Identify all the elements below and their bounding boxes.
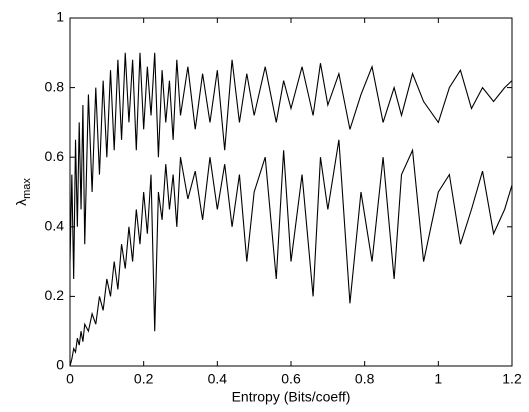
data-line (69, 139, 513, 367)
y-tick-label: 0.4 (45, 218, 65, 234)
y-axis-subscript: max (21, 178, 33, 199)
y-tick-label: 0.8 (45, 78, 65, 94)
x-tick-label: 0.2 (134, 371, 154, 387)
x-tick-label: 1.2 (502, 371, 522, 387)
y-tick-label: 0 (56, 357, 64, 373)
data-line (69, 52, 513, 280)
x-tick-label: 0.6 (281, 371, 301, 387)
y-axis-label: λmax (13, 178, 33, 206)
y-tick-label: 1 (56, 9, 64, 25)
y-tick-label: 0.6 (45, 148, 65, 164)
x-axis-label: Entropy (Bits/coeff) (232, 389, 351, 405)
x-tick-label: 0.4 (208, 371, 228, 387)
x-tick-label: 0 (66, 371, 74, 387)
y-tick-label: 0.2 (45, 287, 65, 303)
x-tick-label: 1 (434, 371, 442, 387)
plot-frame (69, 17, 513, 367)
x-tick-label: 0.8 (355, 371, 375, 387)
y-axis-symbol: λ (13, 199, 29, 206)
